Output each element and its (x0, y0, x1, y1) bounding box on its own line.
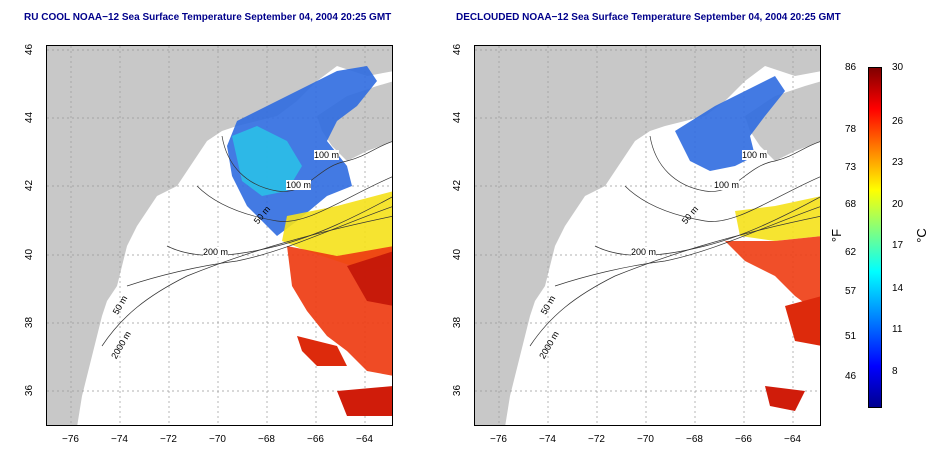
left-sst-map (46, 45, 393, 426)
right-x-tick-74: −74 (539, 434, 556, 445)
colorbar-f-tick-51: 51 (845, 331, 857, 342)
left-x-tick-74: −74 (111, 434, 128, 445)
warm-blob-south-1 (297, 336, 347, 366)
warm-blob-south-2 (337, 386, 392, 416)
contour-label-100m-a: 100 m (314, 150, 340, 160)
right-map-title: DECLOUDED NOAA−12 Sea Surface Temperatur… (456, 12, 841, 23)
nova-scotia-land (317, 81, 392, 161)
left-x-tick-66: −66 (307, 434, 324, 445)
left-y-tick-42: 42 (24, 179, 36, 192)
right-y-tick-38: 38 (452, 316, 464, 329)
right-map-canvas (475, 46, 820, 425)
left-x-tick-72: −72 (160, 434, 177, 445)
left-y-tick-38: 38 (24, 316, 36, 329)
colorbar-c-tick-23: 23 (892, 157, 904, 168)
right-contour-label-200m: 200 m (631, 247, 657, 257)
colorbar-f-tick-46: 46 (845, 371, 857, 382)
left-x-tick-70: −70 (209, 434, 226, 445)
right-x-tick-70: −70 (637, 434, 654, 445)
warm-blob-2 (765, 386, 805, 411)
warm-water-gulf-stream (725, 236, 820, 315)
right-y-tick-42: 42 (452, 179, 464, 192)
colorbar-c-tick-14: 14 (892, 283, 904, 294)
contour-label-200m: 200 m (203, 247, 229, 257)
right-y-tick-46: 46 (452, 43, 464, 56)
colorbar-c-tick-30: 30 (892, 62, 904, 73)
right-contour-label-100m-a: 100 m (742, 150, 768, 160)
colorbar-unit-celsius: °C (913, 228, 929, 243)
left-y-tick-44: 44 (24, 111, 36, 124)
bathymetry-contours (529, 135, 820, 347)
warm-blob-1 (785, 296, 820, 346)
left-map-canvas (47, 46, 392, 425)
colorbar-f-tick-57: 57 (845, 286, 857, 297)
colorbar-c-tick-26: 26 (892, 116, 904, 127)
colorbar-f-tick-78: 78 (845, 124, 857, 135)
colorbar-f-tick-68: 68 (845, 199, 857, 210)
right-x-tick-66: −66 (735, 434, 752, 445)
nova-scotia-land (745, 81, 820, 161)
left-y-tick-36: 36 (24, 384, 36, 397)
right-x-tick-76: −76 (490, 434, 507, 445)
left-y-tick-46: 46 (24, 43, 36, 56)
left-x-tick-68: −68 (258, 434, 275, 445)
temperature-colorbar (868, 67, 882, 408)
right-x-tick-64: −64 (784, 434, 801, 445)
right-x-tick-68: −68 (686, 434, 703, 445)
colorbar-c-tick-17: 17 (892, 240, 904, 251)
colorbar-f-tick-86: 86 (845, 62, 857, 73)
contour-label-100m-b: 100 m (286, 180, 312, 190)
right-x-tick-72: −72 (588, 434, 605, 445)
right-y-tick-44: 44 (452, 111, 464, 124)
land-mass (47, 46, 392, 425)
left-x-tick-76: −76 (62, 434, 79, 445)
colorbar-c-tick-11: 11 (892, 324, 903, 335)
colorbar-f-tick-73: 73 (845, 162, 857, 173)
colorbar-unit-fahrenheit: °F (829, 228, 845, 243)
right-y-tick-36: 36 (452, 384, 464, 397)
right-sst-map (474, 45, 821, 426)
colorbar-c-tick-8: 8 (892, 366, 898, 377)
colorbar-c-tick-20: 20 (892, 199, 904, 210)
land-mass (475, 46, 820, 425)
left-x-tick-64: −64 (356, 434, 373, 445)
cold-water-patch (675, 76, 785, 171)
left-map-title: RU COOL NOAA−12 Sea Surface Temperature … (24, 12, 392, 23)
hot-water-patch (347, 251, 392, 306)
cool-water-patch (232, 126, 302, 196)
left-y-tick-40: 40 (24, 248, 36, 261)
right-contour-label-100m-b: 100 m (714, 180, 740, 190)
colorbar-f-tick-62: 62 (845, 247, 857, 258)
right-y-tick-40: 40 (452, 248, 464, 261)
